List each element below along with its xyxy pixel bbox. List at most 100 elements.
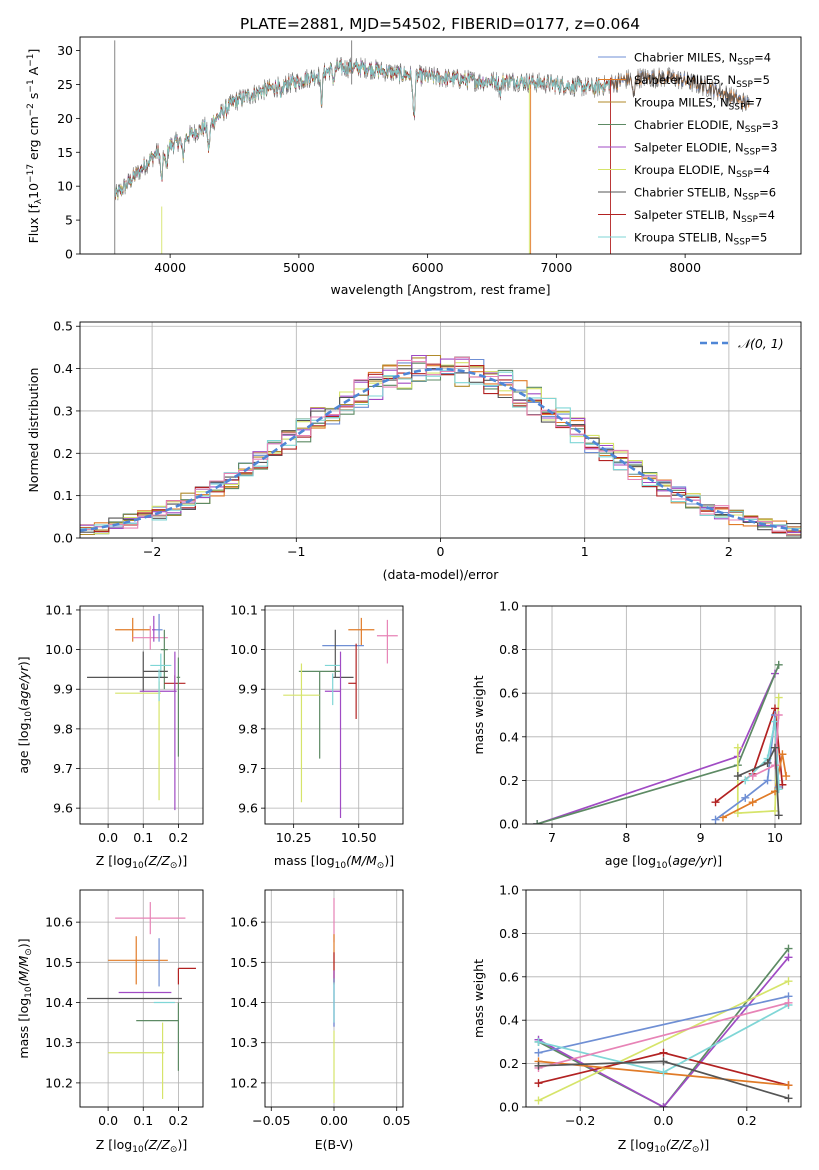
weight-marker [659, 1068, 668, 1077]
label-part: −17 [26, 164, 36, 183]
x-tick-label: 0.0 [98, 830, 118, 845]
axes-frame [525, 605, 802, 825]
axes-frame [79, 36, 802, 255]
label-part: 10 [335, 861, 347, 871]
grid-lines [526, 605, 801, 825]
x-tick-label: 7000 [540, 260, 572, 275]
x-axis-label: wavelength [Angstrom, rest frame] [330, 282, 550, 297]
plot-area [114, 40, 750, 254]
label-part: ⊙ [170, 861, 178, 871]
label-part: =5 [750, 231, 767, 245]
label-part: ⊙ [24, 948, 34, 956]
legend-entry-label: 𝒩(0, 1) [738, 336, 784, 351]
figure-title: PLATE=2881, MJD=54502, FIBERID=0177, z=0… [240, 15, 640, 33]
label-part: Salpeter STELIB, N [634, 208, 741, 222]
legend-entry-label: Salpeter STELIB, NSSP=4 [634, 208, 775, 225]
label-part: (M/M [16, 956, 31, 987]
plot-area [534, 944, 793, 1107]
legend-entry-label: Kroupa MILES, NSSP=7 [634, 96, 762, 113]
weight-marker [770, 743, 779, 752]
x-tick-label: 6000 [412, 260, 444, 275]
y-tick-label: 10.6 [230, 915, 258, 930]
label-part: (Z/Z [144, 1137, 171, 1152]
x-axis-label: Z [log10(Z/Z⊙)] [618, 1137, 709, 1155]
label-part: 10 [24, 986, 34, 998]
label-part: SSP [734, 238, 751, 248]
plot-area [283, 617, 398, 819]
plot-area [87, 902, 196, 1099]
grid-lines [265, 606, 403, 824]
y-tick-label: 9.9 [53, 682, 73, 697]
y-tick-label: 9.6 [238, 801, 258, 816]
weight-marker [784, 977, 793, 986]
label-part: age [log [605, 853, 656, 868]
weight-marker [711, 815, 720, 824]
weight-line [714, 708, 784, 803]
z-age-panel: 0.0 0.1 0.29.69.79.89.910.010.1Z [log10(Z/… [16, 602, 204, 871]
label-part: SSP [745, 125, 762, 135]
x-tick-label: 10.50 [341, 830, 377, 845]
weight-marker [774, 711, 783, 719]
label-part: Kroupa MILES, N [634, 96, 729, 110]
weight-marker [784, 953, 793, 962]
x-tick-label: 8 [622, 830, 630, 845]
y-tick-label: 9.8 [53, 721, 73, 736]
label-part: age/yr [672, 853, 713, 868]
label-part: =4 [754, 51, 771, 65]
y-tick-label: 10.0 [45, 642, 73, 657]
residual-histogram [80, 356, 801, 536]
weight-marker [533, 820, 542, 824]
x-tick-label: 7 [548, 830, 556, 845]
label-part: =4 [753, 163, 770, 177]
y-tick-label: 10.5 [45, 955, 73, 970]
y-tick-label: 5 [65, 213, 73, 228]
y-tick-label: 0.8 [499, 642, 519, 657]
mass-age-panel: 10.25 10.50 9.6 9.7 9.8 9.9 10.0 10.1 mass [log1… [230, 602, 404, 871]
y-tick-label: 10.6 [45, 915, 73, 930]
x-tick-label: 0.2 [737, 1113, 757, 1128]
y-tick-label: 0.0 [499, 1100, 519, 1115]
label-part: Z [log [618, 1137, 654, 1152]
label-part: −1 [26, 54, 36, 67]
label-part: SSP [744, 148, 761, 158]
weight-marker [784, 944, 793, 953]
y-tick-label: 20 [57, 111, 73, 126]
y-tick-label: 0.4 [499, 729, 519, 744]
z-mass-panel: 0.0 0.1 0.210.210.310.410.510.6Z [log10(Z/… [16, 889, 204, 1155]
label-part: )] [712, 853, 722, 868]
x-tick-label: 5000 [283, 260, 315, 275]
x-tick-label: 0 [437, 544, 445, 559]
label-part: (Z/Z [666, 1137, 693, 1152]
weight-marker [774, 693, 783, 702]
residual-histogram [80, 356, 801, 537]
weight-marker [784, 998, 793, 1007]
label-part: Kroupa STELIB, N [634, 231, 734, 245]
label-part: (Z/Z [144, 853, 171, 868]
label-part: Z [log [96, 1137, 132, 1152]
plot-area [533, 660, 791, 824]
y-tick-label: 0.0 [53, 531, 73, 546]
y-tick-label: 0.2 [53, 446, 73, 461]
y-tick-label: 0.8 [499, 926, 519, 941]
x-tick-label: 0.05 [383, 1113, 411, 1128]
y-tick-label: 1.0 [499, 599, 519, 614]
weight-marker [774, 660, 783, 669]
y-tick-label: 10.5 [230, 955, 258, 970]
label-part: =3 [761, 141, 778, 155]
legend-entry-label: Salpeter ELODIE, NSSP=3 [634, 141, 777, 158]
y-tick-label: 10.1 [230, 602, 258, 617]
axes-frame [79, 889, 204, 1108]
x-axis-label: Z [log10(Z/Z⊙)] [96, 1137, 187, 1155]
label-part: (M/M [346, 853, 377, 868]
weight-marker [763, 776, 772, 785]
label-part: λ [34, 198, 44, 204]
x-tick-label: 0.00 [320, 1113, 348, 1128]
weight-line [538, 956, 790, 1107]
y-tick-label: 0.5 [53, 319, 73, 334]
model-fit-line [114, 59, 611, 200]
weight-line [538, 980, 789, 1102]
label-part: SSP [736, 80, 753, 90]
